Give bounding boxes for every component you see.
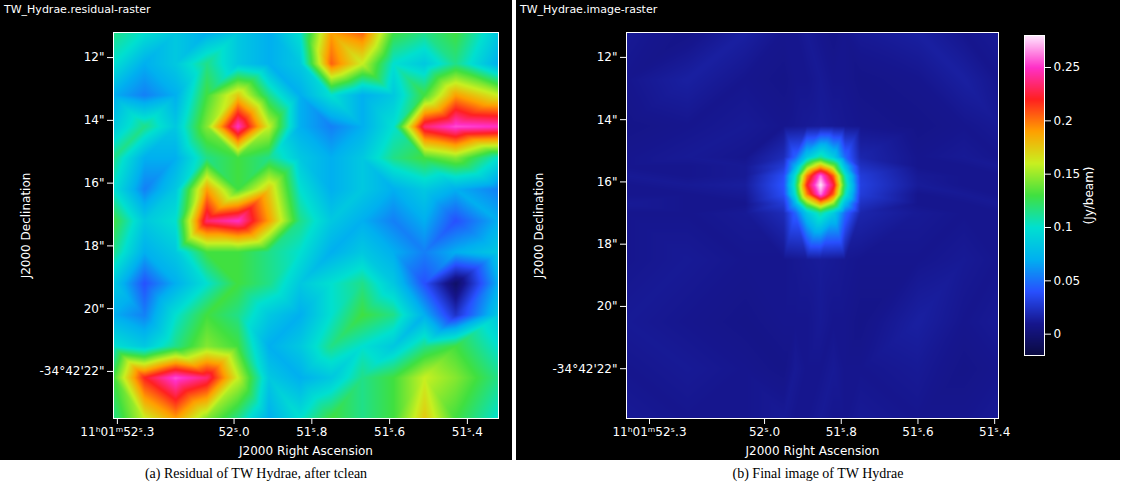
svg-text:(Jy/beam): (Jy/beam) xyxy=(1082,166,1096,224)
svg-text:51ˢ.4: 51ˢ.4 xyxy=(979,425,1010,439)
svg-text:20": 20" xyxy=(84,302,105,316)
svg-text:51ˢ.8: 51ˢ.8 xyxy=(826,425,857,439)
svg-text:12": 12" xyxy=(84,50,105,64)
html-text:TW_Hydrae.residual-raster: TW_Hydrae.residual-raster xyxy=(4,3,151,16)
svg-text:18": 18" xyxy=(84,239,105,253)
svg-text:51ˢ.8: 51ˢ.8 xyxy=(296,425,327,439)
svg-text:16": 16" xyxy=(84,176,105,190)
html-text:TW_Hydrae.image-raster: TW_Hydrae.image-raster xyxy=(520,3,658,16)
svg-text:-34°42'22": -34°42'22" xyxy=(40,364,105,378)
svg-text:J2000 Declination: J2000 Declination xyxy=(19,173,33,280)
svg-text:0.2: 0.2 xyxy=(1054,114,1073,128)
svg-text:0: 0 xyxy=(1054,327,1062,341)
svg-text:0.1: 0.1 xyxy=(1054,220,1073,234)
svg-text:11ʰ01ᵐ52ˢ.3: 11ʰ01ᵐ52ˢ.3 xyxy=(80,425,154,439)
html-text:(b) Final image of TW Hydrae: (b) Final image of TW Hydrae xyxy=(732,466,904,481)
svg-text:51ˢ.4: 51ˢ.4 xyxy=(452,425,483,439)
svg-text:20": 20" xyxy=(597,299,618,313)
svg-text:J2000 Declination: J2000 Declination xyxy=(532,173,546,280)
svg-text:18": 18" xyxy=(597,237,618,251)
svg-text:0.15: 0.15 xyxy=(1054,167,1081,181)
svg-text:14": 14" xyxy=(84,113,105,127)
svg-text:J2000 Right Ascension: J2000 Right Ascension xyxy=(745,444,880,458)
svg-text:11ʰ01ᵐ52ˢ.3: 11ʰ01ᵐ52ˢ.3 xyxy=(612,425,686,439)
svg-text:J2000 Right Ascension: J2000 Right Ascension xyxy=(238,444,373,458)
html-text:(a) Residual of TW Hydrae, aft: (a) Residual of TW Hydrae, after tclean xyxy=(144,466,368,481)
svg-text:16": 16" xyxy=(597,175,618,189)
svg-text:14": 14" xyxy=(597,113,618,127)
svg-text:-34°42'22": -34°42'22" xyxy=(553,362,618,376)
svg-text:51ˢ.6: 51ˢ.6 xyxy=(374,425,405,439)
svg-text:51ˢ.6: 51ˢ.6 xyxy=(902,425,933,439)
svg-text:0.05: 0.05 xyxy=(1054,274,1081,288)
svg-text:52ˢ.0: 52ˢ.0 xyxy=(749,425,780,439)
svg-text:52ˢ.0: 52ˢ.0 xyxy=(218,425,249,439)
svg-text:0.25: 0.25 xyxy=(1054,60,1081,74)
svg-text:12": 12" xyxy=(597,50,618,64)
